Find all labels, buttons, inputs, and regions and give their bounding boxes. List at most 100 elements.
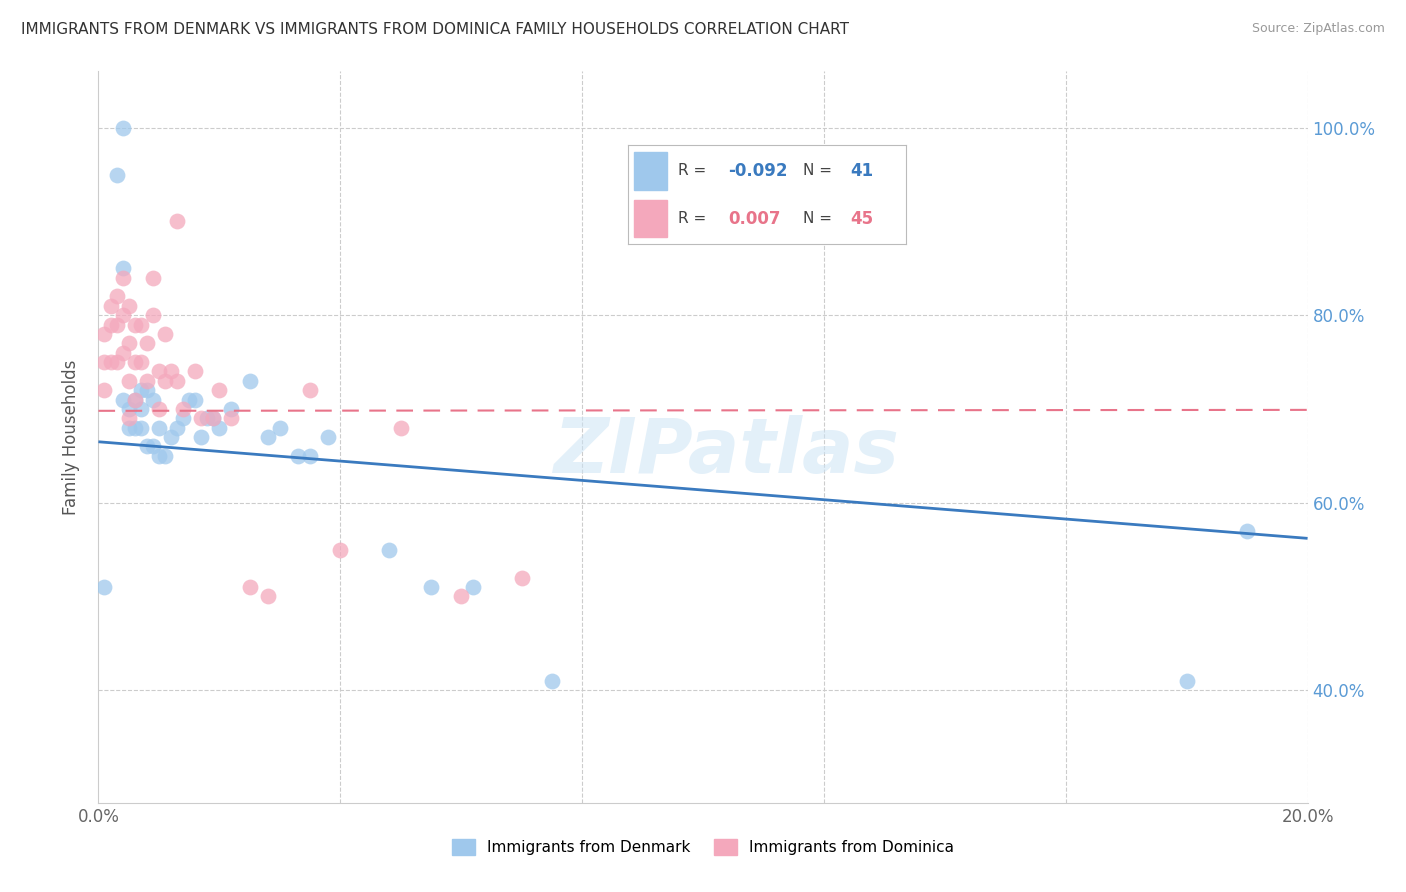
Point <box>269 420 291 434</box>
Point <box>190 411 212 425</box>
Point <box>299 449 322 463</box>
Point <box>142 270 165 285</box>
Point <box>463 580 485 594</box>
Point <box>93 580 115 594</box>
Point <box>135 383 157 397</box>
Bar <box>634 200 666 237</box>
Point <box>389 420 412 434</box>
Point <box>93 326 115 341</box>
Point <box>166 214 188 228</box>
Point <box>118 299 141 313</box>
Point <box>105 289 128 303</box>
Point <box>100 355 122 369</box>
Text: R =: R = <box>678 163 706 178</box>
Point <box>540 673 562 688</box>
Point <box>142 308 165 322</box>
Point <box>153 374 176 388</box>
Point <box>129 383 152 397</box>
Point <box>129 401 152 416</box>
Text: 41: 41 <box>851 161 873 179</box>
Text: IMMIGRANTS FROM DENMARK VS IMMIGRANTS FROM DOMINICA FAMILY HOUSEHOLDS CORRELATIO: IMMIGRANTS FROM DENMARK VS IMMIGRANTS FR… <box>21 22 849 37</box>
Point <box>299 383 322 397</box>
Point <box>142 440 165 454</box>
Point <box>166 374 188 388</box>
Bar <box>634 152 666 190</box>
Point <box>142 392 165 407</box>
Point <box>195 411 218 425</box>
Point <box>124 392 146 407</box>
Point <box>118 336 141 351</box>
Point <box>420 580 443 594</box>
Point <box>287 449 309 463</box>
Point <box>160 364 183 378</box>
Point <box>239 580 262 594</box>
Point <box>100 318 122 332</box>
Point <box>377 542 399 557</box>
Point <box>153 449 176 463</box>
Point <box>129 355 152 369</box>
Point <box>124 392 146 407</box>
Point <box>105 355 128 369</box>
Point <box>256 430 278 444</box>
Point <box>111 270 134 285</box>
Point <box>202 411 225 425</box>
Point <box>118 374 141 388</box>
Point <box>118 401 141 416</box>
Point <box>208 383 231 397</box>
Y-axis label: Family Households: Family Households <box>62 359 80 515</box>
Point <box>329 542 352 557</box>
Point <box>160 430 183 444</box>
Point <box>105 318 128 332</box>
Text: 0.007: 0.007 <box>728 210 780 227</box>
Point <box>93 383 115 397</box>
Point <box>148 401 170 416</box>
Point <box>184 392 207 407</box>
Point <box>111 308 134 322</box>
Text: -0.092: -0.092 <box>728 161 787 179</box>
Point <box>124 420 146 434</box>
Point <box>111 261 134 276</box>
Point <box>221 411 243 425</box>
Point <box>124 318 146 332</box>
Point <box>135 440 157 454</box>
Point <box>118 420 141 434</box>
Point <box>202 411 225 425</box>
Point <box>239 374 262 388</box>
Point <box>111 392 134 407</box>
Point <box>124 355 146 369</box>
Text: N =: N = <box>803 163 832 178</box>
Point <box>135 336 157 351</box>
Point <box>450 590 472 604</box>
Point <box>166 420 188 434</box>
Point <box>1175 673 1198 688</box>
Point <box>221 401 243 416</box>
Point <box>148 449 170 463</box>
Point <box>129 318 152 332</box>
Point <box>129 420 152 434</box>
Point <box>111 345 134 359</box>
Point <box>118 411 141 425</box>
Point <box>208 420 231 434</box>
Text: R =: R = <box>678 211 706 226</box>
Point <box>1236 524 1258 538</box>
Text: Source: ZipAtlas.com: Source: ZipAtlas.com <box>1251 22 1385 36</box>
Point <box>111 120 134 135</box>
Point <box>510 571 533 585</box>
Point <box>172 401 194 416</box>
Text: 45: 45 <box>851 210 873 227</box>
Point <box>148 364 170 378</box>
Point <box>172 411 194 425</box>
Point <box>105 168 128 182</box>
Point <box>100 299 122 313</box>
Point <box>184 364 207 378</box>
Point <box>153 326 176 341</box>
Point <box>190 430 212 444</box>
Point <box>316 430 339 444</box>
Point <box>256 590 278 604</box>
Point <box>179 392 201 407</box>
Legend: Immigrants from Denmark, Immigrants from Dominica: Immigrants from Denmark, Immigrants from… <box>446 833 960 861</box>
Text: ZIPatlas: ZIPatlas <box>554 415 900 489</box>
Point <box>93 355 115 369</box>
Text: N =: N = <box>803 211 832 226</box>
Point <box>135 374 157 388</box>
